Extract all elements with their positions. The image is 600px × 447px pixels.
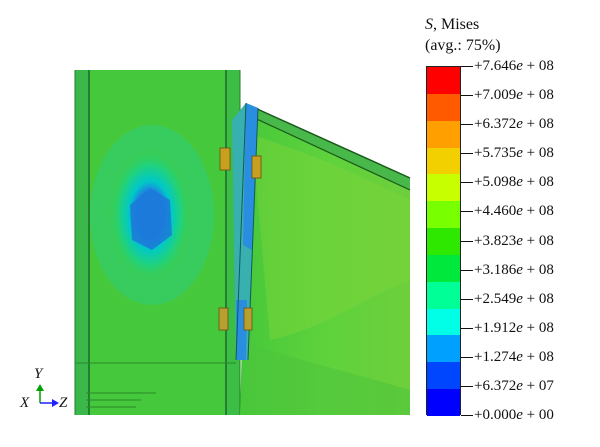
legend-swatch	[427, 201, 460, 229]
legend-tick-label: +0.000e + 00	[474, 407, 554, 423]
legend-tick-label: +2.549e + 08	[474, 291, 554, 307]
legend-variable-suffix: , Mises	[433, 16, 480, 33]
legend-swatch	[427, 335, 460, 363]
legend-tick	[461, 269, 473, 271]
tick-exp-symbol: e	[516, 319, 523, 336]
legend-title: S, Mises	[425, 16, 479, 34]
beam	[240, 107, 411, 415]
legend-tick	[461, 95, 473, 97]
bolts	[218, 147, 262, 331]
legend-tick	[461, 385, 473, 387]
legend-swatch	[427, 362, 460, 390]
tick-exp-symbol: e	[516, 348, 523, 365]
legend-averaging: (avg.: 75%)	[425, 37, 501, 54]
legend-tick-label: +5.098e + 08	[474, 174, 554, 190]
tick-exponent: + 08	[522, 232, 554, 249]
tick-mantissa: +5.098	[474, 174, 517, 191]
tick-exponent: + 08	[522, 348, 554, 365]
y-axis-label: Y	[34, 366, 43, 382]
legend-swatch	[427, 228, 460, 256]
legend-swatch	[427, 308, 460, 336]
legend-tick-label: +3.186e + 08	[474, 262, 554, 278]
legend-tick	[461, 356, 473, 358]
tick-mantissa: +3.823	[474, 232, 517, 249]
tick-mantissa: +6.372	[474, 116, 517, 133]
tick-mantissa: +3.186	[474, 261, 517, 278]
tick-exponent: + 08	[522, 145, 554, 162]
tick-exponent: + 08	[522, 87, 554, 104]
tick-exp-symbol: e	[516, 174, 523, 191]
legend-tick-label: +1.274e + 08	[474, 349, 554, 365]
tick-mantissa: +6.372	[474, 377, 517, 394]
tick-exp-symbol: e	[516, 58, 523, 74]
legend-tick	[461, 298, 473, 300]
z-axis-label: Z	[59, 395, 68, 411]
legend-tick	[461, 327, 473, 329]
tick-exp-symbol: e	[516, 116, 523, 133]
tick-exponent: + 07	[522, 377, 554, 394]
tick-exponent: + 08	[522, 261, 554, 278]
tick-exponent: + 08	[522, 116, 554, 133]
legend-tick	[461, 240, 473, 242]
column	[74, 70, 241, 415]
legend-tick-label: +6.372e + 07	[474, 378, 554, 394]
tick-mantissa: +7.009	[474, 87, 517, 104]
tick-mantissa: +1.274	[474, 348, 517, 365]
tick-exp-symbol: e	[516, 232, 523, 249]
legend-tick-label: +6.372e + 08	[474, 116, 554, 132]
legend-tick-label: +3.823e + 08	[474, 233, 554, 249]
tick-exp-symbol: e	[516, 377, 523, 394]
legend-swatch	[427, 120, 460, 149]
tick-exponent: + 08	[522, 290, 554, 307]
tick-mantissa: +0.000	[474, 407, 517, 423]
legend-tick-label: +5.735e + 08	[474, 145, 554, 161]
legend-tick	[461, 415, 473, 416]
y-axis-arrowhead	[36, 384, 44, 391]
tick-exp-symbol: e	[516, 261, 523, 278]
z-axis-arrowhead	[52, 399, 59, 407]
tick-mantissa: +7.646	[474, 58, 517, 74]
legend-tick	[461, 66, 473, 67]
tick-exponent: + 08	[522, 203, 554, 220]
legend-variable: S	[425, 16, 433, 33]
legend-tick-label: +7.646e + 08	[474, 58, 554, 74]
legend-tick	[461, 211, 473, 213]
legend-swatch	[427, 67, 460, 95]
legend-tick	[461, 153, 473, 155]
tick-exp-symbol: e	[516, 145, 523, 162]
legend-swatch	[427, 174, 460, 202]
tick-exponent: + 08	[522, 319, 554, 336]
x-axis-label: X	[20, 395, 30, 411]
legend-tick-label: +1.912e + 08	[474, 320, 554, 336]
legend-swatch	[427, 281, 460, 310]
legend-tick-label: +7.009e + 08	[474, 87, 554, 103]
tick-exp-symbol: e	[516, 203, 523, 220]
tick-mantissa: +1.912	[474, 319, 517, 336]
model-info-text	[76, 362, 236, 408]
tick-mantissa: +4.460	[474, 203, 517, 220]
tick-exponent: + 08	[522, 58, 554, 74]
legend-swatch	[427, 254, 460, 283]
end-plate	[232, 102, 259, 361]
tick-exponent: + 08	[522, 174, 554, 191]
tick-exponent: + 00	[522, 407, 554, 423]
legend-tick	[461, 124, 473, 126]
legend-swatch	[427, 93, 460, 122]
tick-exp-symbol: e	[516, 407, 523, 423]
legend-tick-label: +4.460e + 08	[474, 203, 554, 219]
tick-exp-symbol: e	[516, 87, 523, 104]
legend-swatch	[427, 389, 460, 417]
tick-mantissa: +5.735	[474, 145, 517, 162]
tick-exp-symbol: e	[516, 290, 523, 307]
axis-triad	[36, 384, 59, 407]
legend-swatch	[427, 147, 460, 175]
legend-color-bar	[426, 66, 461, 417]
legend-tick	[461, 182, 473, 184]
tick-mantissa: +2.549	[474, 290, 517, 307]
